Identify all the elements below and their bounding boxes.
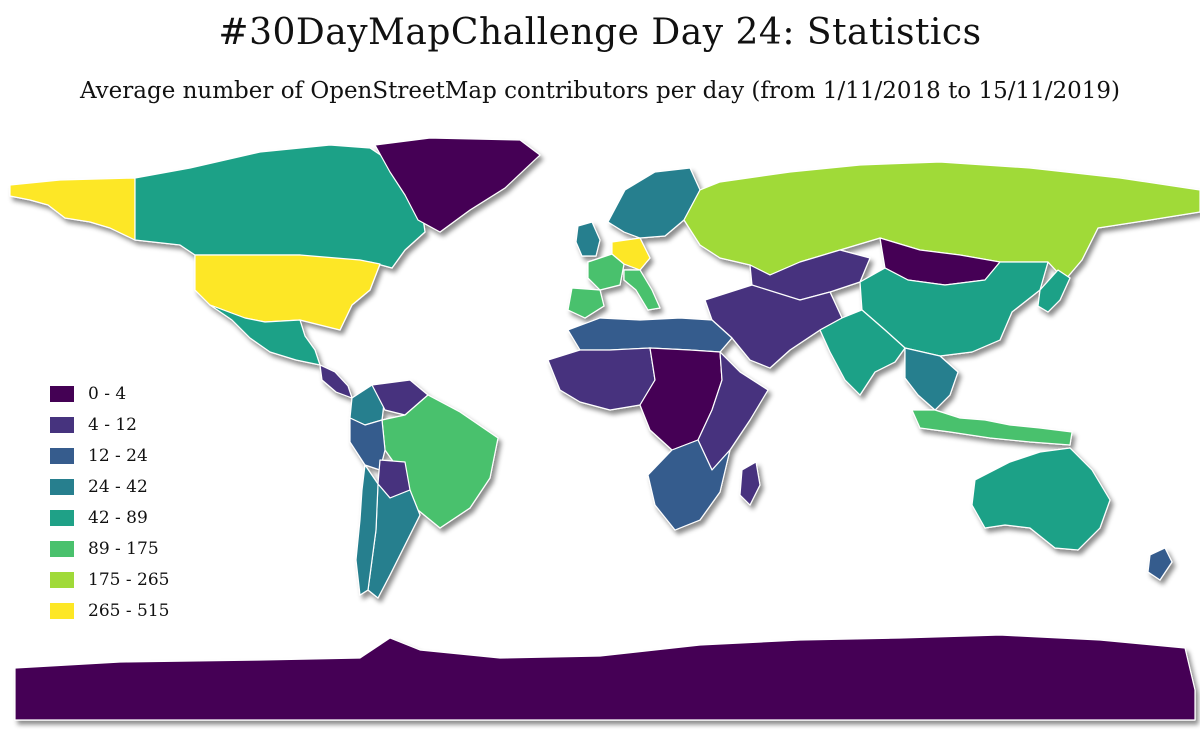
legend-item: 24 - 42 — [50, 471, 169, 502]
region-usa — [194, 254, 381, 331]
region-india — [819, 309, 906, 396]
region-chile — [355, 464, 379, 596]
legend-item: 265 - 515 — [50, 595, 169, 626]
region-mexico — [209, 304, 321, 366]
legend-item: 0 - 4 — [50, 378, 169, 409]
legend-item: 89 - 175 — [50, 533, 169, 564]
map-subtitle: Average number of OpenStreetMap contribu… — [79, 78, 1121, 104]
region-indonesia — [911, 409, 1073, 446]
world-map — [9, 137, 1200, 721]
region-antarctica — [14, 634, 1196, 721]
region-spain — [567, 287, 605, 319]
legend-swatch — [50, 385, 74, 402]
region-middle-east — [704, 284, 843, 369]
legend-label: 12 - 24 — [88, 445, 148, 466]
legend-item: 4 - 12 — [50, 409, 169, 440]
legend-label: 4 - 12 — [88, 414, 137, 435]
legend-label: 265 - 515 — [88, 600, 170, 621]
legend-label: 24 - 42 — [88, 476, 148, 497]
legend-label: 0 - 4 — [88, 383, 127, 404]
legend-item: 12 - 24 — [50, 440, 169, 471]
region-alaska — [9, 177, 136, 241]
legend-item: 175 - 265 — [50, 564, 169, 595]
region-australia — [971, 447, 1111, 551]
legend-swatch — [50, 447, 74, 464]
region-central-america — [319, 364, 353, 399]
region-new-zealand — [1147, 547, 1173, 581]
legend-swatch — [50, 571, 74, 588]
map-title: #30DayMapChallenge Day 24: Statistics — [218, 12, 982, 53]
legend-label: 175 - 265 — [88, 569, 170, 590]
legend-swatch — [50, 416, 74, 433]
legend-swatch — [50, 509, 74, 526]
region-madagascar — [739, 461, 761, 506]
region-west-africa — [547, 347, 656, 411]
legend-swatch — [50, 478, 74, 495]
legend: 0 - 4 4 - 12 12 - 24 24 - 42 42 - 89 89 … — [50, 378, 169, 626]
legend-swatch — [50, 602, 74, 619]
region-uk — [575, 221, 601, 257]
legend-item: 42 - 89 — [50, 502, 169, 533]
region-scandinavia — [607, 167, 701, 239]
region-southeast-asia — [904, 347, 959, 411]
region-italy — [623, 269, 661, 311]
region-greenland — [374, 137, 541, 233]
legend-label: 42 - 89 — [88, 507, 148, 528]
region-north-africa — [567, 317, 733, 353]
region-canada — [134, 144, 426, 269]
region-japan — [1037, 269, 1071, 313]
region-southern-africa — [647, 439, 731, 531]
legend-swatch — [50, 540, 74, 557]
legend-label: 89 - 175 — [88, 538, 159, 559]
